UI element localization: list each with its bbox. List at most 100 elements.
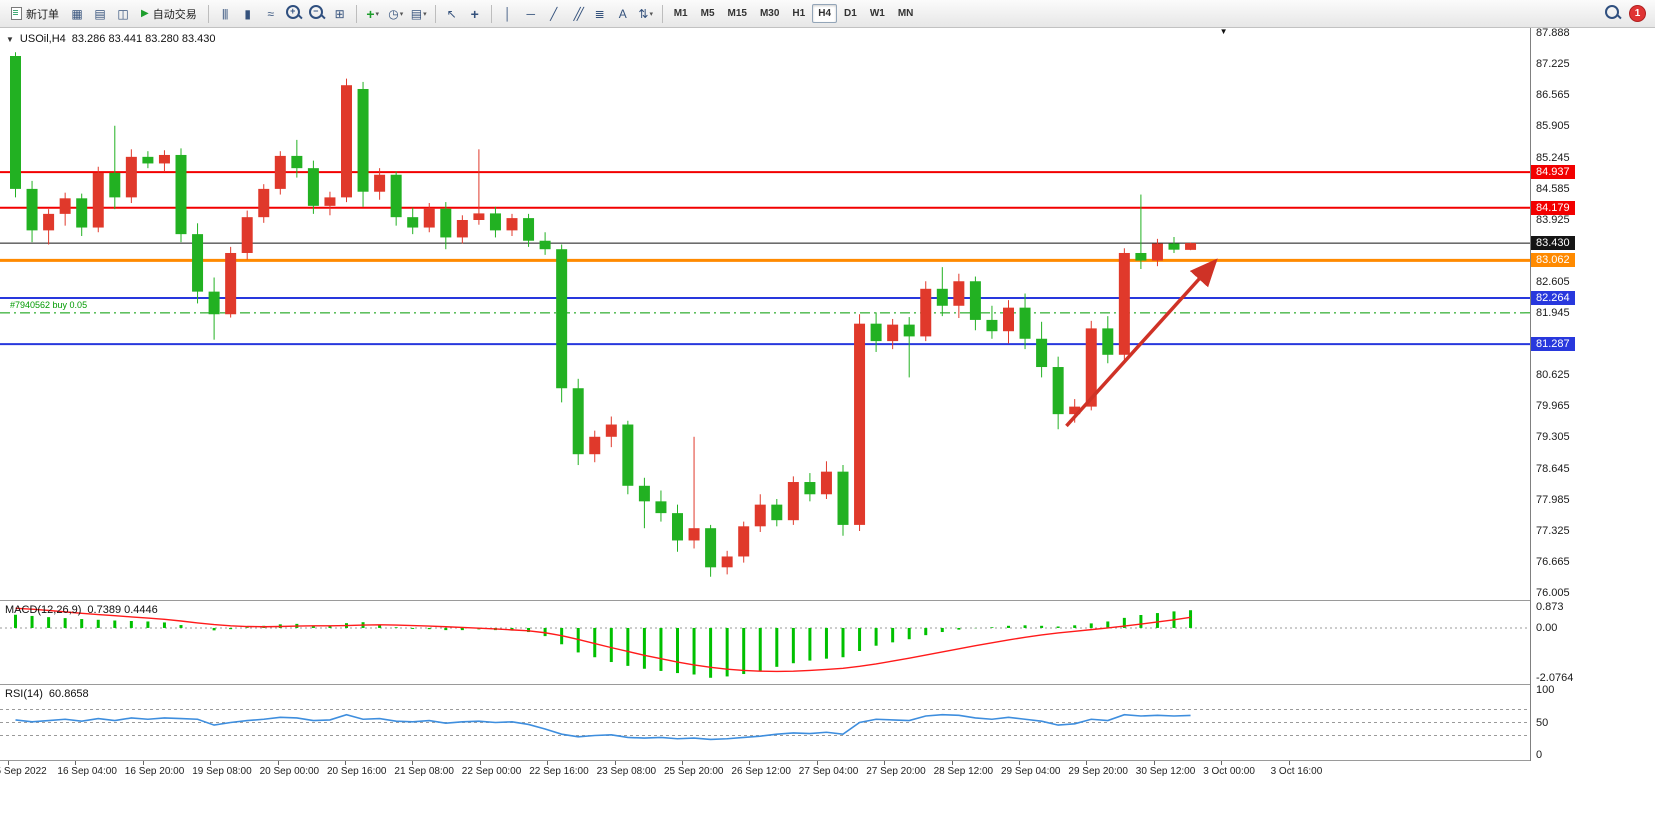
templates-button[interactable]: ▤ ▾ — [408, 3, 430, 25]
periods-button[interactable]: ◷ ▾ — [385, 3, 407, 25]
symbol-timeframe: USOil,H4 — [19, 33, 66, 45]
price-badge: 81.287 — [1531, 337, 1575, 352]
price-tick-label: 79.965 — [1536, 400, 1570, 413]
crosshair-button[interactable]: + — [464, 3, 486, 25]
vertical-line-button[interactable]: │ — [497, 3, 519, 25]
macd-name: MACD(12,26,9) — [5, 604, 82, 616]
navigator-button[interactable]: ◫ — [112, 3, 134, 25]
price-tick-label: 85.905 — [1536, 120, 1570, 133]
new-order-button[interactable]: 新订单 — [5, 3, 65, 25]
time-label: 23 Sep 08:00 — [596, 766, 657, 777]
timeframe-button-w1[interactable]: W1 — [869, 8, 885, 19]
rsi-line — [15, 713, 1191, 741]
arrows-tool-button[interactable]: ⇅ ▾ — [635, 3, 657, 25]
price-tick-label: 86.565 — [1536, 89, 1570, 102]
time-label: 3 Oct 16:00 — [1270, 766, 1323, 777]
candlestick-chart-button[interactable]: ▮ — [237, 3, 259, 25]
time-tick — [1019, 761, 1020, 765]
fibonacci-icon: ≣ — [594, 6, 605, 21]
search-icon[interactable] — [1605, 5, 1619, 19]
price-tick-label: 85.245 — [1536, 151, 1570, 164]
time-label: 16 Sep 20:00 — [124, 766, 185, 777]
rsi-scale-label: 50 — [1536, 716, 1549, 729]
horizontal-lines[interactable] — [0, 171, 1530, 346]
toolbar-separator — [490, 4, 492, 23]
time-tick — [614, 761, 616, 765]
macd-values: 0.7389 0.4446 — [87, 604, 158, 616]
time-axis[interactable]: 15 Sep 2022 16 Sep 04:00 16 Sep 20:00 19 Se… — [0, 761, 1655, 827]
time-label: 26 Sep 12:00 — [731, 766, 791, 777]
tile-windows-button[interactable]: ⊞ — [329, 3, 351, 25]
cursor-button[interactable]: ↖ — [441, 3, 463, 25]
notification-badge[interactable]: 1 — [1629, 5, 1646, 22]
price-tick-label: 79.305 — [1536, 431, 1570, 444]
trend-arrow[interactable] — [1065, 258, 1218, 428]
timeframe-button-mn[interactable]: MN — [897, 8, 914, 19]
candlestick-chart[interactable] — [0, 28, 1530, 600]
chart-dropdown-caret-icon[interactable]: ▼ — [6, 34, 14, 44]
time-label: 15 Sep 2022 — [0, 766, 47, 777]
timeframe-button-d1[interactable]: D1 — [844, 8, 857, 19]
panel-splitter[interactable] — [0, 684, 1655, 685]
horizontal-line-icon: ─ — [526, 6, 535, 21]
toolbar-separator — [434, 4, 436, 23]
macd-scale-label: -2.0764 — [1536, 671, 1574, 684]
time-tick — [479, 761, 481, 765]
timeframe-button-m30[interactable]: M30 — [759, 8, 780, 19]
toolbar-right-group: 1 — [1605, 5, 1650, 22]
rsi-scale-label: 0 — [1536, 749, 1543, 761]
macd-panel[interactable]: MACD(12,26,9) 0.7389 0.4446 — [0, 601, 1530, 684]
time-tick — [142, 761, 144, 765]
timeframe-button-h1[interactable]: H1 — [792, 8, 806, 19]
text-tool-button[interactable]: A — [612, 3, 634, 25]
timeframe-button-m5[interactable]: M5 — [700, 8, 715, 19]
time-label: 28 Sep 12:00 — [933, 766, 994, 777]
price-scale[interactable]: 87.888 87.225 86.565 85.905 85.245 84.585 83.9… — [1530, 27, 1655, 761]
autotrading-icon: ▶ — [141, 8, 149, 19]
channel-button[interactable]: ╱╱ — [566, 3, 588, 25]
rsi-chart — [0, 709, 1530, 741]
panel-splitter[interactable] — [0, 600, 1655, 601]
toolbar: 新订单 ▦ ▤ ◫ ▶ 自动交易 ||| ▮ ≈ + − ⊞ + ▾ ◷ ▾ ▤ ▾ ↖ + │ ─ ╱ ╱╱ ≣ A ⇅ ▾ M1 M5… — [0, 0, 1655, 28]
market-watch-icon: ▦ — [71, 6, 83, 21]
main-chart-panel[interactable]: ▼ USOil,H4 83.286 83.441 83.280 83.430 #… — [0, 28, 1530, 600]
price-badge: 82.264 — [1531, 291, 1575, 306]
market-watch-button[interactable]: ▦ — [66, 3, 88, 25]
open-position-label[interactable]: #7940562 buy 0.05 — [10, 299, 88, 310]
price-tick-label: 77.985 — [1536, 493, 1570, 506]
time-label: 20 Sep 00:00 — [259, 766, 320, 777]
chart-shift-marker-icon[interactable]: ▼ — [1219, 28, 1228, 36]
price-tick-label: 83.925 — [1536, 213, 1570, 226]
zoom-in-icon: + — [285, 5, 300, 19]
toolbar-separator — [355, 4, 357, 23]
time-tick — [1086, 761, 1088, 765]
rsi-panel[interactable]: RSI(14) 60.8658 — [0, 685, 1530, 760]
timeframe-button-m1[interactable]: M1 — [673, 8, 688, 19]
time-label: 29 Sep 04:00 — [1001, 766, 1061, 777]
autotrading-label: 自动交易 — [152, 8, 197, 21]
line-chart-button[interactable]: ≈ — [260, 3, 282, 25]
horizontal-line-button[interactable]: ─ — [520, 3, 542, 25]
panel-splitter[interactable] — [0, 760, 1655, 761]
macd-indicator-label: MACD(12,26,9) 0.7389 0.4446 — [5, 604, 158, 616]
time-label: 27 Sep 20:00 — [866, 766, 926, 777]
zoom-in-button[interactable]: + — [283, 3, 305, 25]
time-tick — [277, 761, 279, 765]
autotrading-button[interactable]: ▶ 自动交易 — [135, 3, 203, 25]
data-window-button[interactable]: ▤ — [89, 3, 111, 25]
time-tick — [8, 761, 9, 765]
crosshair-icon: + — [470, 5, 479, 22]
time-tick — [1153, 761, 1155, 765]
indicators-add-button[interactable]: + ▾ — [362, 3, 384, 25]
time-label: 20 Sep 16:00 — [327, 766, 387, 777]
channel-icon: ╱╱ — [573, 6, 584, 21]
timeframe-button-h4[interactable]: H4 — [812, 4, 838, 23]
toolbar-separator — [207, 4, 209, 23]
timeframe-button-m15[interactable]: M15 — [727, 8, 747, 19]
trendline-button[interactable]: ╱ — [543, 3, 565, 25]
bar-chart-button[interactable]: ||| — [214, 3, 236, 25]
fibonacci-button[interactable]: ≣ — [589, 3, 611, 25]
time-tick — [951, 761, 953, 765]
zoom-out-button[interactable]: − — [306, 3, 328, 25]
